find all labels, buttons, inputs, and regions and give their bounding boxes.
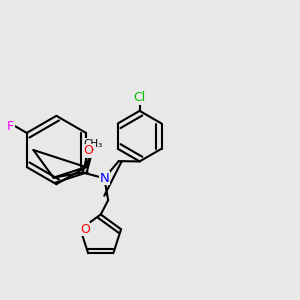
- Text: CH₃: CH₃: [83, 139, 103, 149]
- Text: F: F: [7, 120, 14, 133]
- Text: O: O: [83, 144, 93, 158]
- Text: N: N: [99, 172, 109, 185]
- Text: Cl: Cl: [134, 91, 146, 104]
- Text: O: O: [80, 223, 90, 236]
